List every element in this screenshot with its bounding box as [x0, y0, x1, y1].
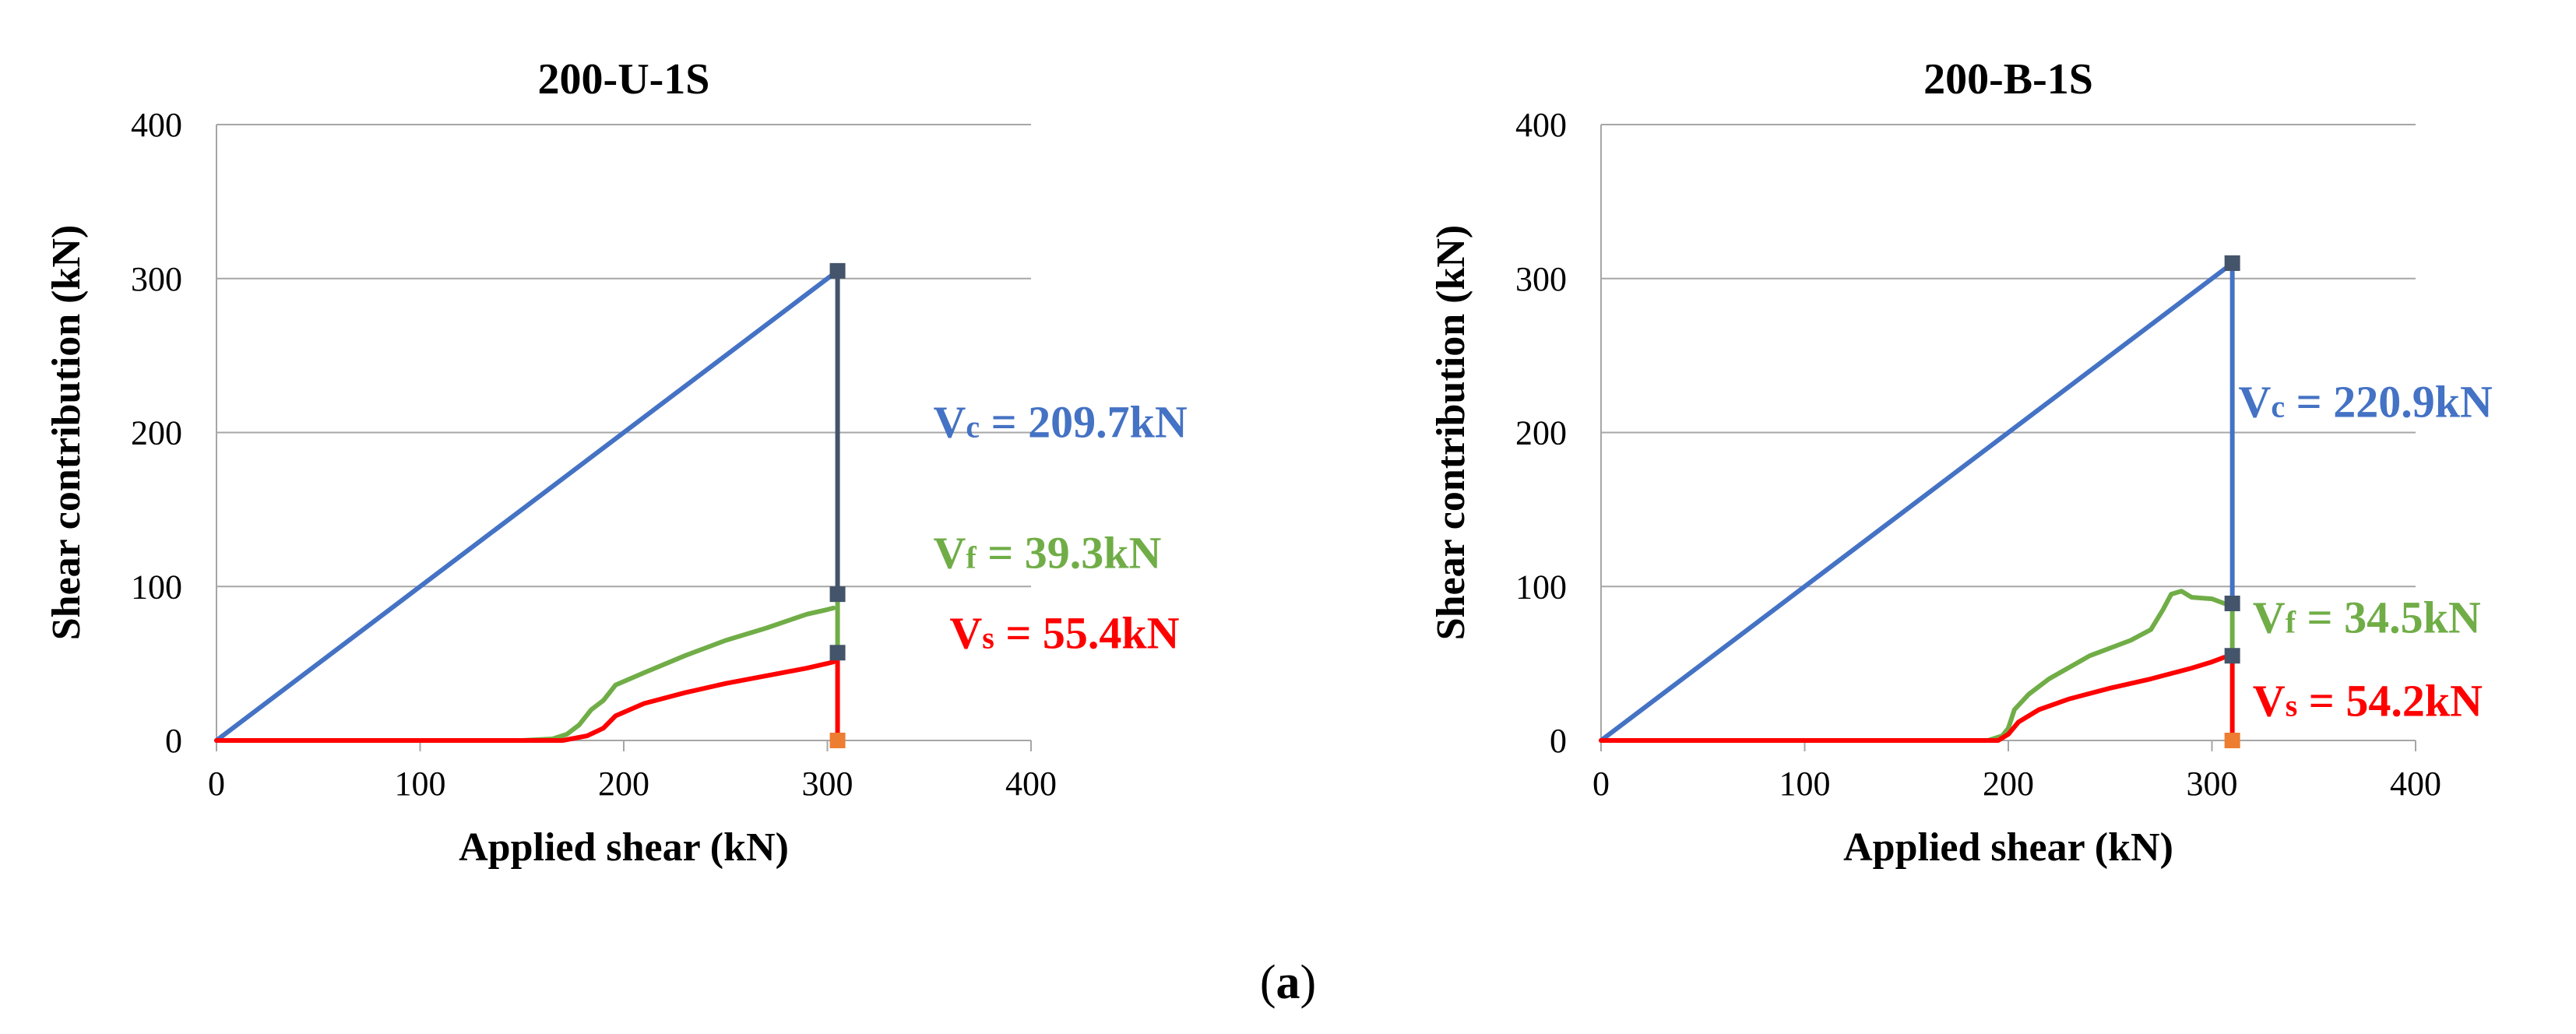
x-tick-label: 400 [1005, 765, 1057, 803]
annotation-symbol: V [2253, 593, 2286, 643]
chart-title: 200-B-1S [1923, 55, 2093, 104]
annotation-value: = 34.5kN [2296, 593, 2481, 643]
annotation-subscript: s [982, 620, 994, 655]
x-tick-label: 300 [2187, 765, 2238, 803]
annotation-value: = 55.4kN [994, 607, 1180, 658]
y-tick-label: 300 [1515, 260, 1567, 298]
x-tick-label: 100 [395, 765, 446, 803]
annotation-subscript: c [966, 409, 980, 444]
annotation-subscript: f [2286, 605, 2296, 640]
annotation-symbol: V [2238, 377, 2271, 427]
data-marker [829, 733, 846, 748]
annotation-vf: Vf = 39.3kN [933, 528, 1161, 579]
figure-caption: (a) [1260, 956, 1316, 1009]
x-tick-label: 200 [1983, 765, 2034, 803]
y-tick-label: 0 [165, 722, 182, 760]
x-tick-label: 300 [802, 765, 853, 803]
caption-letter: a [1276, 956, 1300, 1009]
y-tick-label: 0 [1550, 722, 1567, 760]
annotation-vs: Vs = 54.2kN [2253, 675, 2483, 726]
annotation-value: = 209.7kN [980, 396, 1188, 447]
data-marker [2224, 596, 2240, 612]
annotation-symbol: V [949, 607, 982, 658]
annotation-value: = 54.2kN [2297, 675, 2483, 726]
series-vs-line [1599, 655, 2227, 743]
data-marker [2224, 648, 2240, 664]
annotation-subscript: s [2286, 688, 2298, 723]
y-tick-label: 400 [1515, 106, 1567, 144]
annotation-symbol: V [933, 396, 966, 447]
annotation-vc: Vc = 209.7kN [933, 396, 1187, 447]
chart-2: 0 100 200 300 400 0 100 200 300 400 200-B-1S Applie… [1429, 55, 2493, 870]
data-marker [2224, 255, 2240, 271]
y-tick-label: 100 [1515, 568, 1567, 606]
annotation-vs: Vs = 55.4kN [949, 607, 1179, 658]
annotation-subscript: c [2271, 389, 2285, 424]
chart-title: 200-U-1S [538, 55, 710, 104]
caption-open: ( [1260, 956, 1276, 1009]
annotation-symbol: V [2253, 675, 2286, 726]
x-axis-title: Applied shear (kN) [459, 825, 789, 870]
x-tick-label: 0 [1592, 765, 1610, 803]
caption-close: ) [1300, 956, 1317, 1009]
x-tick-label: 200 [598, 765, 649, 803]
y-tick-label: 300 [131, 260, 182, 298]
annotation-value: = 220.9kN [2285, 377, 2493, 427]
data-marker [829, 645, 846, 661]
y-tick-label: 200 [131, 414, 182, 452]
data-marker [2224, 733, 2240, 748]
y-tick-label: 400 [131, 106, 182, 144]
y-tick-label: 200 [1515, 414, 1567, 452]
x-axis-title: Applied shear (kN) [1843, 825, 2173, 870]
x-tick-label: 400 [2390, 765, 2441, 803]
series-vc-line [1599, 261, 2235, 743]
annotation-subscript: f [966, 540, 977, 575]
y-axis-title: Shear contribution (kN) [1429, 225, 1473, 641]
x-tick-label: 0 [208, 765, 225, 803]
series-vf-line [214, 605, 836, 743]
chart-1: 0 100 200 300 400 0 100 200 300 400 200-U-1S Applie… [44, 55, 1188, 870]
y-axis-title: Shear contribution (kN) [44, 225, 89, 641]
annotation-vc: Vc = 220.9kN [2238, 377, 2492, 427]
series-vc-line [214, 268, 840, 743]
data-marker [829, 262, 846, 279]
x-tick-label: 100 [1779, 765, 1831, 803]
data-marker [829, 586, 846, 603]
annotation-vf: Vf = 34.5kN [2253, 593, 2481, 643]
y-tick-label: 100 [131, 568, 182, 606]
series-vf-line [1599, 589, 2227, 743]
series-vs-line [214, 659, 836, 743]
annotation-value: = 39.3kN [977, 528, 1162, 579]
annotation-symbol: V [933, 528, 966, 579]
